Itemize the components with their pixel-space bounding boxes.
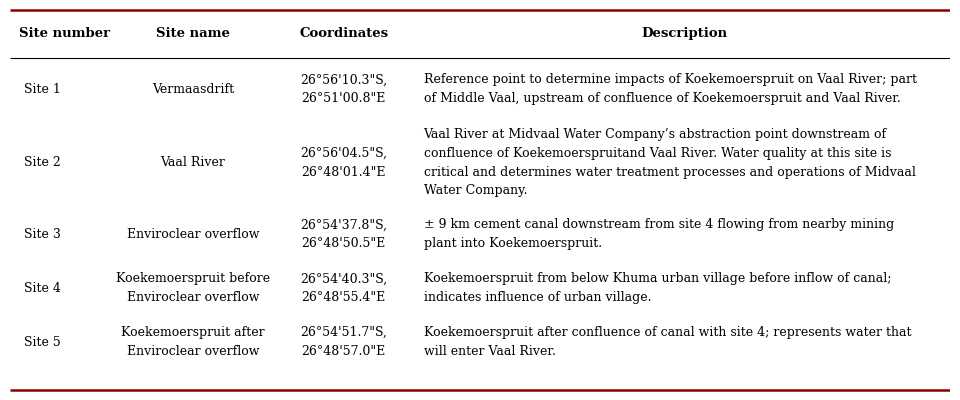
Text: Site number: Site number bbox=[19, 27, 110, 40]
Text: Site name: Site name bbox=[156, 27, 230, 40]
Text: 26°54'40.3"S,: 26°54'40.3"S, bbox=[300, 272, 387, 285]
Text: Enviroclear overflow: Enviroclear overflow bbox=[127, 291, 259, 304]
Text: 26°48'55.4"E: 26°48'55.4"E bbox=[301, 291, 386, 304]
Text: Coordinates: Coordinates bbox=[299, 27, 388, 40]
Text: Vermaasdrift: Vermaasdrift bbox=[152, 83, 234, 96]
Text: ± 9 km cement canal downstream from site 4 flowing from nearby mining: ± 9 km cement canal downstream from site… bbox=[423, 218, 894, 231]
Text: of Middle Vaal, upstream of confluence of Koekemoerspruit and Vaal River.: of Middle Vaal, upstream of confluence o… bbox=[423, 92, 900, 105]
Text: confluence of Koekemoerspruitand Vaal River. Water quality at this site is: confluence of Koekemoerspruitand Vaal Ri… bbox=[423, 147, 891, 160]
Text: Description: Description bbox=[641, 27, 728, 40]
Text: Enviroclear overflow: Enviroclear overflow bbox=[127, 345, 259, 358]
Text: Site 4: Site 4 bbox=[24, 282, 60, 295]
Text: Vaal River at Midvaal Water Company’s abstraction point downstream of: Vaal River at Midvaal Water Company’s ab… bbox=[423, 128, 887, 141]
Text: Water Company.: Water Company. bbox=[423, 184, 527, 198]
Text: Koekemoerspruit before: Koekemoerspruit before bbox=[116, 272, 270, 285]
Text: 26°48'01.4"E: 26°48'01.4"E bbox=[301, 166, 386, 179]
Text: Enviroclear overflow: Enviroclear overflow bbox=[127, 228, 259, 241]
Text: 26°51'00.8"E: 26°51'00.8"E bbox=[301, 92, 386, 105]
Text: Reference point to determine impacts of Koekemoerspruit on Vaal River; part: Reference point to determine impacts of … bbox=[423, 73, 917, 86]
Text: indicates influence of urban village.: indicates influence of urban village. bbox=[423, 291, 651, 304]
Text: 26°48'57.0"E: 26°48'57.0"E bbox=[301, 345, 386, 358]
Text: Site 2: Site 2 bbox=[24, 156, 60, 169]
Text: will enter Vaal River.: will enter Vaal River. bbox=[423, 345, 556, 358]
Text: plant into Koekemoerspruit.: plant into Koekemoerspruit. bbox=[423, 237, 602, 250]
Text: 26°56'04.5"S,: 26°56'04.5"S, bbox=[300, 147, 387, 160]
Text: critical and determines water treatment processes and operations of Midvaal: critical and determines water treatment … bbox=[423, 166, 916, 179]
Text: Site 1: Site 1 bbox=[24, 83, 60, 96]
Text: Site 5: Site 5 bbox=[24, 336, 60, 349]
Text: Koekemoerspruit after: Koekemoerspruit after bbox=[121, 326, 265, 339]
Text: 26°48'50.5"E: 26°48'50.5"E bbox=[301, 237, 386, 250]
Text: Koekemoerspruit after confluence of canal with site 4; represents water that: Koekemoerspruit after confluence of cana… bbox=[423, 326, 911, 339]
Text: Koekemoerspruit from below Khuma urban village before inflow of canal;: Koekemoerspruit from below Khuma urban v… bbox=[423, 272, 891, 285]
Text: 26°56'10.3"S,: 26°56'10.3"S, bbox=[300, 73, 387, 86]
Text: 26°54'51.7"S,: 26°54'51.7"S, bbox=[300, 326, 387, 339]
Text: Site 3: Site 3 bbox=[24, 228, 60, 241]
Text: 26°54'37.8"S,: 26°54'37.8"S, bbox=[300, 218, 387, 231]
Text: Vaal River: Vaal River bbox=[160, 156, 226, 169]
